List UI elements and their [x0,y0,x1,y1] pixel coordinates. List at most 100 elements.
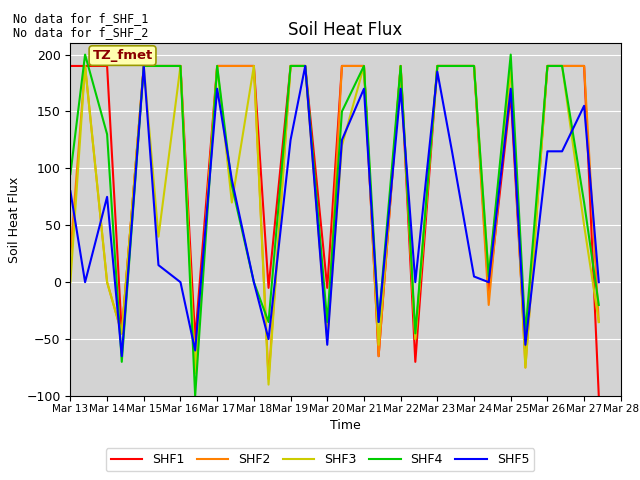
SHF4 [543,63,551,69]
SHF4 [301,63,309,69]
SHF1 [301,63,309,69]
SHF1 [580,63,588,69]
SHF5 [543,148,551,154]
SHF3 [265,382,273,387]
SHF2 [507,63,515,69]
SHF4 [558,63,566,69]
SHF1 [287,63,294,69]
SHF1 [67,63,74,69]
SHF3 [250,63,258,69]
SHF2 [543,63,551,69]
SHF1 [338,63,346,69]
SHF3 [140,63,148,69]
SHF1 [507,92,515,97]
Y-axis label: Soil Heat Flux: Soil Heat Flux [8,177,20,263]
SHF4 [265,319,273,325]
SHF4 [213,63,221,69]
SHF1 [448,63,456,69]
SHF1 [470,63,478,69]
Text: TZ_fmet: TZ_fmet [92,49,153,62]
SHF5 [81,279,89,285]
SHF1 [140,63,148,69]
SHF2 [228,63,236,69]
SHF1 [412,359,419,365]
SHF3 [522,365,529,371]
Line: SHF4: SHF4 [70,55,599,396]
SHF2 [191,371,199,376]
Line: SHF3: SHF3 [70,66,599,384]
SHF4 [323,319,331,325]
SHF1 [323,285,331,291]
SHF5 [375,319,383,325]
SHF4 [140,63,148,69]
SHF4 [250,279,258,285]
SHF2 [265,376,273,382]
SHF1 [155,63,163,69]
SHF2 [140,63,148,69]
SHF1 [118,331,125,336]
SHF2 [177,63,184,69]
SHF2 [595,319,603,325]
SHF4 [81,52,89,58]
SHF2 [412,336,419,342]
SHF5 [522,342,529,348]
SHF2 [433,63,441,69]
SHF4 [103,132,111,137]
SHF4 [412,331,419,336]
SHF2 [213,63,221,69]
SHF3 [191,371,199,376]
SHF5 [213,86,221,92]
SHF1 [375,353,383,359]
SHF5 [67,188,74,194]
SHF3 [287,63,294,69]
SHF3 [67,279,74,285]
SHF5 [558,148,566,154]
SHF3 [543,63,551,69]
SHF5 [228,177,236,183]
SHF5 [507,86,515,92]
SHF1 [485,291,493,297]
SHF3 [580,222,588,228]
SHF1 [522,353,529,359]
SHF3 [338,143,346,148]
SHF5 [595,279,603,285]
Legend: SHF1, SHF2, SHF3, SHF4, SHF5: SHF1, SHF2, SHF3, SHF4, SHF5 [106,448,534,471]
SHF2 [103,279,111,285]
SHF5 [412,279,419,285]
SHF3 [360,63,368,69]
SHF3 [118,331,125,336]
SHF3 [323,336,331,342]
SHF3 [155,234,163,240]
SHF4 [433,63,441,69]
SHF2 [250,63,258,69]
SHF4 [228,182,236,188]
SHF4 [595,302,603,308]
SHF4 [485,274,493,279]
SHF5 [103,194,111,200]
SHF5 [191,348,199,353]
SHF5 [433,69,441,74]
SHF1 [213,63,221,69]
X-axis label: Time: Time [330,419,361,432]
SHF4 [397,63,404,69]
SHF3 [103,279,111,285]
SHF4 [287,63,294,69]
SHF4 [470,63,478,69]
SHF1 [543,63,551,69]
SHF3 [375,342,383,348]
SHF2 [580,63,588,69]
Title: Soil Heat Flux: Soil Heat Flux [289,21,403,39]
SHF1 [397,63,404,69]
SHF2 [470,63,478,69]
SHF4 [191,393,199,399]
Line: SHF2: SHF2 [70,66,599,379]
SHF3 [213,63,221,69]
SHF2 [485,302,493,308]
SHF4 [177,63,184,69]
Text: No data for f_SHF_1: No data for f_SHF_1 [13,12,148,25]
SHF1 [191,336,199,342]
SHF5 [301,63,309,69]
SHF5 [470,274,478,279]
SHF5 [360,86,368,92]
SHF1 [360,63,368,69]
